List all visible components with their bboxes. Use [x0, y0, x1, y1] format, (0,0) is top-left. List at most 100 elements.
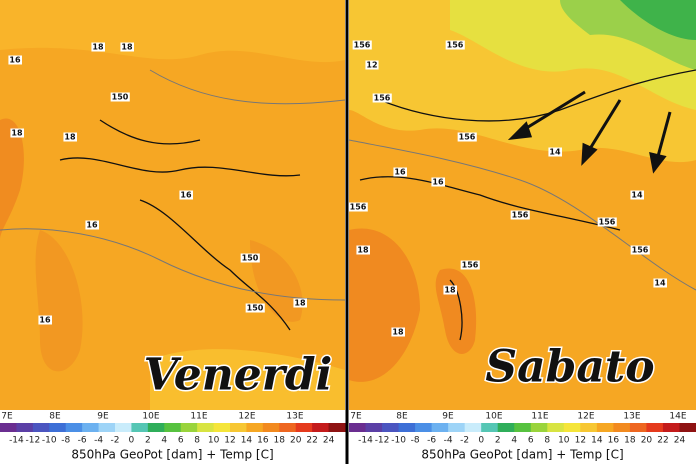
- lon-label: 12E: [577, 412, 594, 422]
- colorbar-label: -8: [61, 436, 70, 446]
- colorbar-cell: [613, 423, 631, 432]
- contour-label: 18: [121, 43, 133, 52]
- lon-label: 7E: [1, 412, 13, 422]
- contour-label: 156: [512, 211, 529, 220]
- colorbar-label: 2: [145, 436, 151, 446]
- lon-label: 12E: [238, 412, 255, 422]
- contour-label-bg: [510, 210, 530, 220]
- colorbar-cell: [365, 423, 383, 432]
- colorbar-cell: [164, 423, 182, 432]
- contour-label-bg: [120, 42, 134, 52]
- colorbar-label: 22: [306, 436, 317, 446]
- colorbar-label: 14: [591, 436, 603, 446]
- colorbar-cell: [580, 423, 598, 432]
- lon-label: 9E: [442, 412, 454, 422]
- lon-label: 11E: [190, 412, 207, 422]
- contour-label-bg: [630, 190, 644, 200]
- contour-label: 156: [350, 203, 367, 212]
- colorbar-cell: [679, 423, 696, 432]
- colorbar-cell: [197, 423, 215, 432]
- contour-label-bg: [365, 60, 379, 70]
- contour-label-bg: [597, 217, 617, 227]
- contour-label-bg: [630, 245, 650, 255]
- contour-label-bg: [91, 42, 105, 52]
- lon-strip: [0, 410, 345, 422]
- colorbar-cell: [147, 423, 165, 432]
- colorbar-cell: [65, 423, 83, 432]
- colorbar-label: -6: [427, 436, 436, 446]
- panel-title: Venerdi: [144, 350, 333, 401]
- colorbar-cell: [464, 423, 482, 432]
- colorbar-label: 14: [241, 436, 253, 446]
- contour-label: 12: [366, 61, 377, 70]
- contour-label: 16: [432, 178, 444, 187]
- contour-label: 156: [632, 246, 649, 255]
- contour-label: 18: [11, 129, 23, 138]
- colorbar-label: -4: [94, 436, 103, 446]
- colorbar-cell: [629, 423, 647, 432]
- contour-label-bg: [653, 278, 667, 288]
- contour-label: 150: [242, 254, 259, 263]
- colorbar-cell: [32, 423, 50, 432]
- panel-title: Sabato: [485, 342, 654, 393]
- contour-label: 16: [180, 191, 192, 200]
- lon-label: 13E: [286, 412, 303, 422]
- colorbar-cell: [398, 423, 416, 432]
- colorbar-cell: [547, 423, 565, 432]
- colorbar-cell: [662, 423, 680, 432]
- colorbar-cell: [115, 423, 132, 432]
- colorbar-label: 6: [528, 436, 534, 446]
- colorbar-cell: [349, 423, 367, 432]
- contour-label-bg: [391, 327, 405, 337]
- contour-label-bg: [293, 298, 307, 308]
- contour-label: 18: [64, 133, 76, 142]
- colorbar-label: -12: [375, 436, 390, 446]
- contour-label-bg: [8, 55, 22, 65]
- contour-label-bg: [240, 253, 260, 263]
- contour-label-bg: [372, 93, 392, 103]
- colorbar-cell: [230, 423, 247, 432]
- lon-label: 10E: [485, 412, 502, 422]
- lon-label: 13E: [623, 412, 640, 422]
- colorbar-label: 10: [208, 436, 220, 446]
- contour-label-bg: [457, 132, 477, 142]
- colorbar-cell: [563, 423, 581, 432]
- lon-label: 14E: [669, 412, 686, 422]
- colorbar-label: 2: [495, 436, 501, 446]
- colorbar-label: 10: [558, 436, 570, 446]
- contour-label: 16: [39, 316, 51, 325]
- colorbar-cell: [646, 423, 664, 432]
- colorbar-cell: [16, 423, 34, 432]
- colorbar-label: 8: [194, 436, 200, 446]
- colorbar-label: 22: [657, 436, 668, 446]
- contour-label-bg: [445, 40, 465, 50]
- colorbar-cell: [213, 423, 231, 432]
- colorbar-caption: 850hPa GeoPot [dam] + Temp [C]: [71, 448, 273, 462]
- contour-label-bg: [63, 132, 77, 142]
- contour-label: 16: [9, 56, 21, 65]
- colorbar-label: 18: [274, 436, 286, 446]
- colorbar-caption: 850hPa GeoPot [dam] + Temp [C]: [421, 448, 623, 462]
- colorbar-label: -10: [42, 436, 57, 446]
- colorbar-cell: [312, 423, 330, 432]
- lon-label: 7E: [350, 412, 362, 422]
- contour-label-bg: [348, 202, 368, 212]
- colorbar-label: 16: [608, 436, 620, 446]
- colorbar-label: -12: [26, 436, 41, 446]
- colorbar-label: -10: [391, 436, 406, 446]
- contour-label: 18: [392, 328, 404, 337]
- lon-label: 9E: [97, 412, 109, 422]
- contour-label: 14: [631, 191, 643, 200]
- contour-label: 156: [447, 41, 464, 50]
- colorbar-label: -14: [358, 436, 373, 446]
- colorbar-label: -6: [78, 436, 87, 446]
- colorbar-label: 16: [257, 436, 269, 446]
- colorbar-cell: [82, 423, 100, 432]
- colorbar-cell: [0, 423, 17, 432]
- contour-label-bg: [548, 147, 562, 157]
- colorbar-cell: [279, 423, 297, 432]
- contour-label-bg: [460, 260, 480, 270]
- colorbar-label: 8: [544, 436, 550, 446]
- colorbar-label: 0: [478, 436, 484, 446]
- colorbar-cell: [98, 423, 116, 432]
